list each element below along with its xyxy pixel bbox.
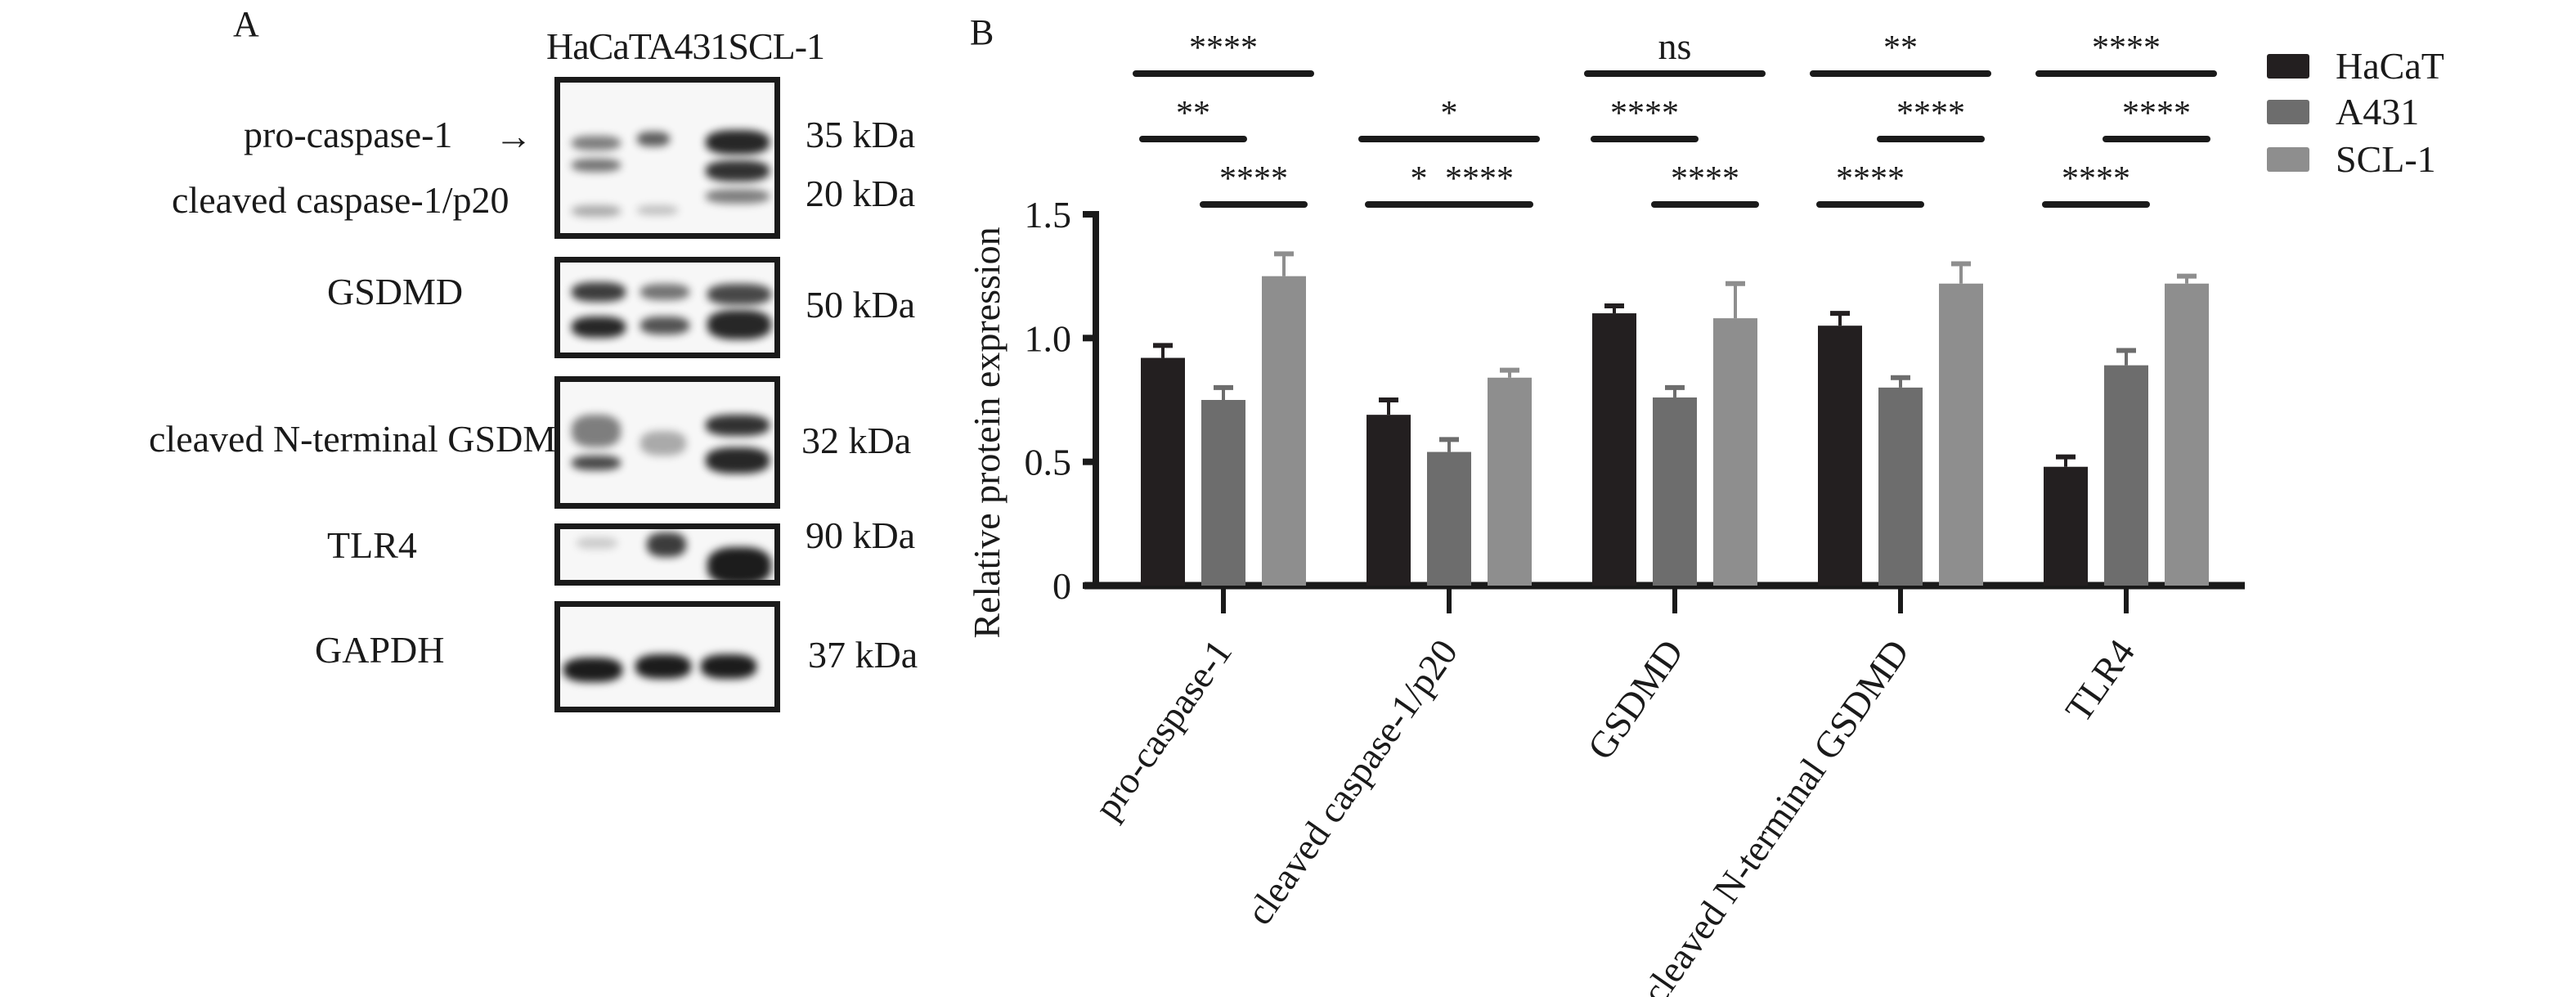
panel-b-letter: B [970, 12, 994, 52]
blot-label-cleaved-n-terminal-gsdmd: cleaved N-terminal GSDMD [149, 418, 584, 460]
significance-label: * [1411, 160, 1428, 198]
bar-scl-1-2 [1713, 318, 1757, 586]
y-axis-label: Relative protein expression [966, 227, 1008, 638]
kda-32: 32 kDa [801, 420, 912, 461]
bar-scl-1-4 [2165, 283, 2209, 586]
y-tick-label: 1.5 [1025, 194, 1072, 236]
blot-label-tlr4: TLR4 [327, 524, 417, 566]
bar-a431-3 [1878, 387, 1923, 586]
significance-label: **** [2092, 29, 2161, 67]
significance-label: ns [1658, 25, 1692, 67]
panel-a-letter: A [233, 4, 259, 44]
significance-label: **** [1836, 160, 1905, 198]
significance-label: **** [1189, 29, 1258, 67]
legend-label-hacat: HaCaT [2336, 45, 2444, 87]
significance-label: ** [1883, 29, 1918, 67]
significance-label: **** [1445, 160, 1514, 198]
bar-hacat-1 [1367, 415, 1411, 586]
significance-label: **** [1896, 95, 1965, 132]
bar-hacat-2 [1592, 313, 1636, 586]
x-tick-label: TLR4 [2057, 631, 2143, 729]
legend-swatch-a431 [2267, 99, 2309, 124]
x-tick-label: cleaved N-terminal GSDMD [1634, 631, 1918, 997]
y-tick-label: 1.0 [1025, 317, 1072, 359]
bar-scl-1-3 [1939, 283, 1983, 586]
legend-label-a431: A431 [2336, 91, 2420, 132]
significance-label: ** [1176, 95, 1210, 132]
lane-header: HaCaTA431SCL-1 [546, 25, 825, 67]
legend-item-scl-1: SCL-1 [2267, 137, 2436, 181]
blot-label-gsdmd: GSDMD [327, 271, 464, 312]
significance-label: **** [2062, 160, 2130, 198]
arrow-icon: → [495, 115, 532, 157]
bar-scl-1-0 [1262, 276, 1306, 586]
blot-label-pro-caspase-1: pro-caspase-1 [244, 114, 453, 155]
legend-swatch-hacat [2267, 53, 2309, 79]
kda-20: 20 kDa [806, 173, 916, 214]
bar-a431-1 [1427, 451, 1471, 586]
blot-gsdmd [554, 257, 780, 358]
legend-label-scl-1: SCL-1 [2336, 138, 2436, 180]
blot-label-gapdh: GAPDH [315, 629, 445, 671]
bar-scl-1-1 [1488, 377, 1532, 586]
blot-gapdh [554, 601, 780, 712]
bar-a431-2 [1653, 397, 1697, 586]
bar-a431-0 [1201, 400, 1245, 586]
significance-label: **** [2122, 95, 2191, 132]
significance-label: **** [1610, 95, 1679, 132]
blot-tlr4 [554, 523, 780, 586]
bar-hacat-4 [2044, 466, 2088, 586]
blot-cleaved-n-terminal-gsdmd [554, 376, 780, 509]
y-tick-label: 0 [1052, 565, 1071, 607]
kda-35: 35 kDa [806, 114, 916, 155]
bar-hacat-0 [1141, 357, 1185, 586]
significance-label: * [1441, 95, 1458, 132]
blot-label-cleaved-caspase-1: cleaved caspase-1/p20 [172, 179, 509, 221]
kda-50: 50 kDa [806, 284, 916, 326]
kda-37: 37 kDa [808, 634, 918, 676]
legend-item-hacat: HaCaT [2267, 44, 2444, 88]
blot-caspase-1 [554, 77, 780, 239]
legend-swatch-scl-1 [2267, 146, 2309, 172]
x-tick-label: GSDMD [1579, 631, 1691, 766]
x-tick-label: cleaved caspase-1/p20 [1238, 631, 1465, 932]
legend-item-a431: A431 [2267, 90, 2419, 133]
significance-label: **** [1671, 160, 1739, 198]
bar-a431-4 [2104, 365, 2148, 586]
kda-90: 90 kDa [806, 514, 916, 556]
bar-hacat-3 [1818, 326, 1862, 586]
x-tick-label: pro-caspase-1 [1086, 631, 1240, 826]
y-tick-label: 0.5 [1025, 442, 1072, 483]
significance-label: **** [1219, 160, 1288, 198]
